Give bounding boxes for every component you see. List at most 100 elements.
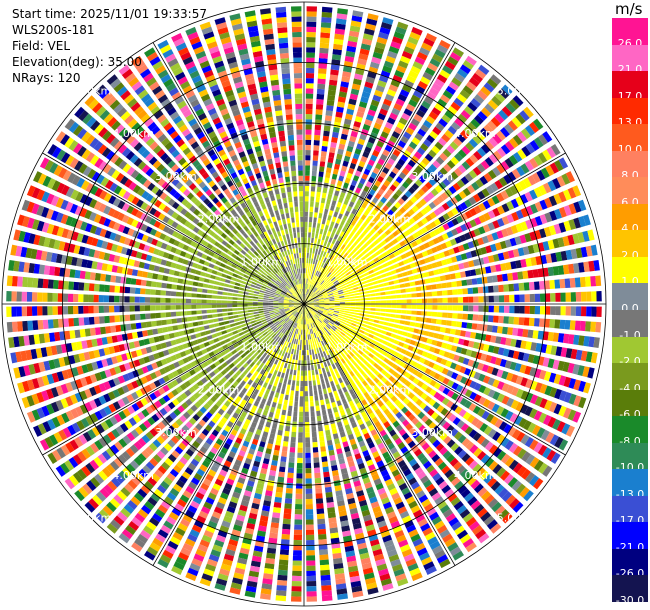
ppi-cell xyxy=(238,271,245,277)
ppi-cell xyxy=(171,91,182,101)
ppi-cell xyxy=(309,206,314,212)
ppi-cell xyxy=(405,177,413,185)
ppi-cell xyxy=(448,265,455,272)
ppi-cell xyxy=(413,113,423,123)
ppi-cell xyxy=(380,291,386,296)
ppi-cell xyxy=(215,201,223,208)
ppi-cell xyxy=(442,148,452,158)
ppi-cell xyxy=(291,11,302,17)
ppi-cell xyxy=(165,53,176,63)
ppi-cell xyxy=(241,133,249,141)
ppi-cell xyxy=(237,43,248,51)
ppi-cell xyxy=(175,291,182,297)
ppi-cell xyxy=(354,256,360,262)
ppi-cell xyxy=(337,268,342,273)
ppi-cell xyxy=(229,267,236,273)
ppi-cell xyxy=(248,30,260,38)
ppi-cell xyxy=(334,240,340,246)
ppi-cell xyxy=(360,256,366,262)
ppi-cell xyxy=(359,177,366,185)
ppi-cell xyxy=(305,170,310,176)
ppi-cell xyxy=(150,313,156,319)
ppi-cell xyxy=(395,26,407,35)
ppi-cell xyxy=(6,275,13,287)
ppi-cell xyxy=(508,283,515,292)
ppi-cell xyxy=(547,266,554,277)
ppi-cell xyxy=(268,302,274,304)
ppi-cell xyxy=(343,276,349,281)
ppi-cell xyxy=(341,226,347,233)
ppi-cell xyxy=(345,302,351,304)
ppi-cell xyxy=(288,290,293,295)
ppi-cell xyxy=(239,228,246,235)
ppi-cell xyxy=(289,207,294,213)
ppi-cell xyxy=(376,36,388,45)
ppi-cell xyxy=(264,196,270,203)
ppi-cell xyxy=(308,300,314,303)
ppi-cell xyxy=(136,270,143,277)
ppi-cell xyxy=(258,308,264,311)
ppi-cell xyxy=(480,246,487,255)
ppi-cell xyxy=(279,140,286,147)
ppi-cell xyxy=(480,107,492,118)
ppi-cell xyxy=(440,94,451,104)
ppi-cell xyxy=(273,305,279,307)
ppi-cell xyxy=(170,298,176,303)
ppi-cell xyxy=(131,81,143,92)
ppi-cell xyxy=(304,227,308,233)
ppi-cell xyxy=(196,190,204,198)
ppi-cell xyxy=(319,47,329,54)
ppi-cell xyxy=(401,271,408,277)
ppi-cell xyxy=(451,228,459,236)
ppi-cell xyxy=(260,13,272,20)
ppi-cell xyxy=(256,150,263,158)
ppi-cell xyxy=(492,166,501,177)
ppi-cell xyxy=(255,205,262,213)
ppi-cell xyxy=(365,301,371,304)
ppi-cell xyxy=(496,230,504,239)
ppi-cell xyxy=(295,279,298,285)
ppi-cell xyxy=(228,315,234,320)
ppi-cell xyxy=(263,101,271,108)
ppi-cell xyxy=(223,316,229,321)
ppi-cell xyxy=(311,237,314,244)
ppi-cell xyxy=(224,228,231,235)
ppi-cell xyxy=(492,220,500,229)
ppi-cell xyxy=(250,208,257,215)
ppi-cell xyxy=(366,141,374,149)
ppi-cell xyxy=(336,201,342,208)
ppi-cell xyxy=(6,291,12,302)
ppi-cell xyxy=(300,278,302,284)
ppi-cell xyxy=(426,263,433,270)
ppi-cell xyxy=(512,272,519,281)
ppi-cell xyxy=(323,276,328,281)
ppi-cell xyxy=(206,294,212,299)
ppi-cell xyxy=(581,291,587,302)
ppi-cell xyxy=(305,134,312,140)
ppi-cell xyxy=(311,263,315,270)
ppi-cell xyxy=(73,281,80,291)
ppi-cell xyxy=(229,280,236,285)
ppi-cell xyxy=(317,260,321,266)
ppi-cell xyxy=(507,272,514,281)
ppi-cell xyxy=(396,219,403,226)
ppi-cell xyxy=(262,250,268,256)
ppi-cell xyxy=(384,267,390,272)
ppi-cell xyxy=(322,251,327,257)
ppi-cell xyxy=(416,51,428,61)
ppi-cell xyxy=(290,165,296,172)
ppi-cell xyxy=(492,133,503,144)
ppi-cell xyxy=(263,231,269,237)
ppi-cell xyxy=(253,201,260,208)
ppi-cell xyxy=(326,219,331,226)
ppi-cell xyxy=(547,180,557,192)
ppi-cell xyxy=(333,293,339,296)
ppi-cell xyxy=(305,108,313,115)
ppi-cell xyxy=(326,265,331,271)
ppi-cell xyxy=(420,208,428,216)
ppi-cell xyxy=(283,274,287,279)
ppi-cell xyxy=(217,313,223,317)
ppi-cell xyxy=(239,173,247,180)
ppi-cell xyxy=(475,68,487,79)
ppi-cell xyxy=(261,138,269,145)
